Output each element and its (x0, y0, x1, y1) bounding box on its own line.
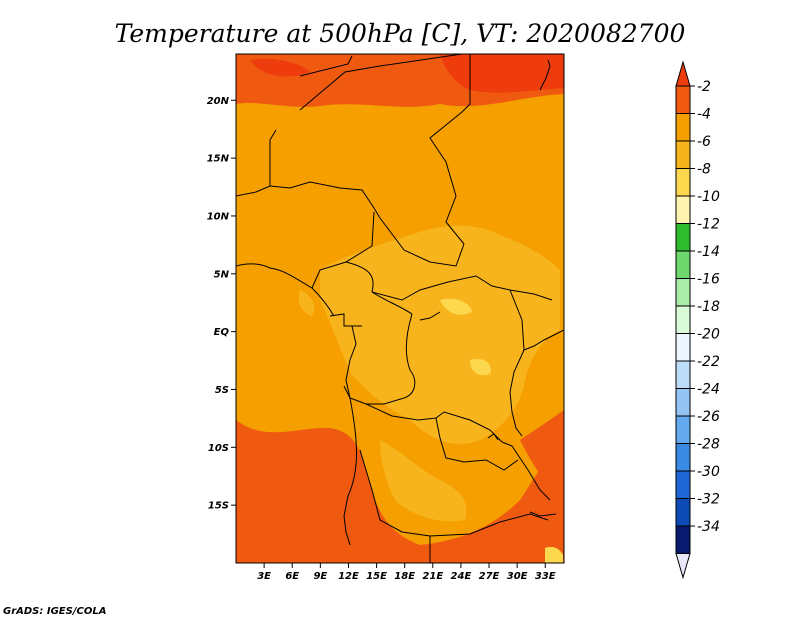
colorbar-label: -16 (697, 272, 720, 288)
y-tick-label: 15N (207, 154, 230, 165)
x-tick-label: 18E (394, 571, 415, 582)
colorbar-label: -2 (697, 79, 711, 95)
colorbar-swatch (675, 305, 691, 334)
x-tick-label: 21E (422, 571, 443, 582)
y-axis-ticks: 20N 15N 10N 5N EQ 5S 10S 15S (207, 96, 236, 512)
colorbar-swatch (675, 223, 691, 252)
colorbar-bottom-arrow (675, 553, 691, 580)
colorbar-swatch (675, 250, 691, 279)
y-tick-label: 5S (215, 385, 229, 396)
colorbar-top-arrow (675, 60, 691, 87)
colorbar-swatch (675, 360, 691, 389)
colorbar-swatch (675, 333, 691, 362)
x-tick-label: 30E (507, 571, 528, 582)
colorbar-swatch (675, 470, 691, 499)
y-tick-label: 10N (207, 211, 230, 222)
colorbar-swatch (675, 443, 691, 472)
colorbar-swatch (675, 168, 691, 197)
x-tick-label: 12E (338, 571, 359, 582)
map-title: Temperature at 500hPa [C], VT: 202008270… (115, 19, 686, 48)
colorbar-swatch (675, 85, 691, 114)
colorbar-swatch (675, 140, 691, 169)
colorbar: -2 -4 -6 -8 -10 -12 -14 -16 -18 -20 -22 -24 -26 -28 -3… (675, 60, 720, 580)
colorbar-label: -28 (697, 437, 720, 453)
x-tick-label: 9E (313, 571, 327, 582)
colorbar-swatch (675, 113, 691, 142)
y-tick-label: EQ (214, 327, 230, 338)
x-tick-label: 3E (257, 571, 271, 582)
colorbar-label: -14 (697, 244, 720, 260)
map-frame (235, 53, 565, 564)
x-tick-label: 33E (535, 571, 556, 582)
colorbar-label: -12 (697, 217, 720, 233)
colorbar-label: -24 (697, 382, 720, 398)
colorbar-label: -22 (697, 354, 720, 370)
colorbar-label: -18 (697, 299, 720, 315)
colorbar-swatch (675, 415, 691, 444)
x-tick-label: 24E (451, 571, 472, 582)
colorbar-label: -4 (697, 107, 711, 123)
y-tick-label: 10S (208, 443, 229, 454)
colorbar-label: -32 (697, 492, 720, 508)
x-tick-label: 15E (366, 571, 387, 582)
colorbar-swatch (675, 498, 691, 527)
colorbar-label: -26 (697, 409, 720, 425)
colorbar-label: -10 (697, 189, 720, 205)
y-tick-label: 15S (208, 501, 229, 512)
colorbar-label: -6 (697, 134, 711, 150)
x-axis-ticks: 3E 6E 9E 12E 15E 18E 21E 24E 27E 30E 33E (257, 563, 556, 582)
x-tick-label: 27E (479, 571, 500, 582)
colorbar-label: -8 (697, 162, 711, 178)
colorbar-label: -20 (697, 327, 720, 343)
colorbar-label: -34 (697, 519, 720, 535)
country-borders (236, 54, 564, 563)
colorbar-swatch (675, 388, 691, 417)
x-tick-label: 6E (285, 571, 299, 582)
colorbar-swatch (675, 525, 691, 554)
temperature-field (236, 54, 564, 563)
colorbar-swatch (675, 278, 691, 307)
colorbar-swatch (675, 195, 691, 224)
y-tick-label: 20N (207, 96, 230, 107)
colorbar-label: -30 (697, 464, 720, 480)
grads-credit: GrADS: IGES/COLA (3, 606, 106, 617)
y-tick-label: 5N (214, 269, 230, 280)
